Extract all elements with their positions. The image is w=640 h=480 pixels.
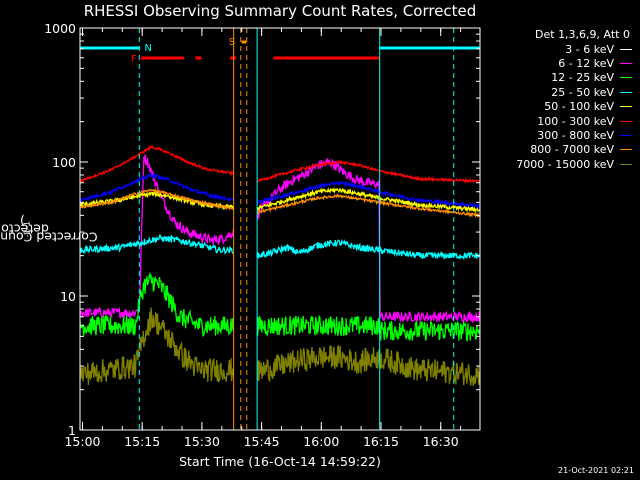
series-line-7000-15000keV — [79, 307, 235, 385]
series-line-25-50keV — [79, 233, 234, 255]
series-line-6-12keV — [79, 154, 235, 319]
legend-swatch — [620, 163, 632, 165]
annotation-N: N — [144, 43, 151, 54]
legend-item: 25 - 50 keV — [484, 85, 634, 99]
generation-timestamp: 21-Oct-2021 02:21 — [558, 466, 634, 475]
series-line-300-800keV — [79, 172, 234, 203]
legend-item: 300 - 800 keV — [484, 128, 634, 142]
legend-item: 3 - 6 keV — [484, 42, 634, 56]
x-tick-label: 16:15 — [363, 434, 399, 449]
legend-item: 7000 - 15000 keV — [484, 157, 634, 171]
legend-swatch — [620, 48, 632, 50]
x-tick-label: 15:30 — [184, 434, 220, 449]
legend-label: 7000 - 15000 keV — [516, 157, 614, 171]
legend-item: 12 - 25 keV — [484, 71, 634, 85]
legend-swatch — [620, 149, 632, 151]
x-tick-label: 16:30 — [423, 434, 459, 449]
legend-header: Det 1,3,6,9, Att 0 — [535, 28, 630, 41]
series-line-12-25keV — [79, 271, 235, 337]
legend-label: 12 - 25 keV — [551, 71, 614, 85]
x-tick-label: 16:00 — [303, 434, 339, 449]
x-tick-label: 15:15 — [124, 434, 160, 449]
y-tick-label: 10 — [60, 289, 76, 304]
legend-item: 6 - 12 keV — [484, 56, 634, 70]
series-line-6-12keV — [256, 157, 481, 324]
legend-swatch — [620, 63, 632, 65]
series-line-3-6keV — [79, 140, 235, 421]
legend-label: 25 - 50 keV — [551, 85, 614, 99]
series-line-3-6keV — [256, 131, 481, 425]
annotation-F: F — [131, 54, 137, 65]
x-tick-label: 15:45 — [244, 434, 280, 449]
axes-frame — [79, 27, 481, 431]
series-line-12-25keV — [256, 314, 481, 342]
legend-item: 100 - 300 keV — [484, 114, 634, 128]
legend-swatch — [620, 135, 632, 137]
legend-label: 800 - 7000 keV — [530, 143, 614, 157]
legend-item: 50 - 100 keV — [484, 100, 634, 114]
annotation-S: S — [229, 37, 235, 48]
legend-label: 6 - 12 keV — [558, 57, 614, 71]
y-tick-label: 1000 — [44, 21, 76, 36]
legend-item: 800 - 7000 keV — [484, 143, 634, 157]
series-line-100-300keV — [79, 144, 234, 183]
series-line-300-800keV — [256, 180, 481, 210]
series-line-800-7000keV — [256, 193, 481, 218]
legend-label: 50 - 100 keV — [544, 100, 614, 114]
series-line-25-50keV — [256, 238, 481, 261]
legend-label: 3 - 6 keV — [565, 42, 614, 56]
series-line-800-7000keV — [79, 187, 234, 211]
legend-swatch — [620, 120, 632, 122]
chart-title: RHESSI Observing Summary Count Rates, Co… — [83, 2, 477, 20]
legend-swatch — [620, 91, 632, 93]
series-line-100-300keV — [256, 159, 481, 184]
legend-swatch — [620, 106, 632, 108]
legend-swatch — [620, 77, 632, 79]
legend-label: 300 - 800 keV — [537, 129, 614, 143]
x-axis-label: Start Time (16-Oct-14 14:59:22) — [179, 454, 381, 469]
y-tick-label: 1 — [68, 423, 76, 438]
series-line-7000-15000keV — [256, 344, 481, 386]
x-tick-label: 15:00 — [64, 434, 100, 449]
legend-label: 100 - 300 keV — [537, 114, 614, 128]
y-tick-label: 100 — [52, 155, 76, 170]
series-line-50-100keV — [256, 187, 481, 214]
legend: Det 1,3,6,9, Att 0 3 - 6 keV 6 - 12 keV 12… — [484, 28, 634, 172]
